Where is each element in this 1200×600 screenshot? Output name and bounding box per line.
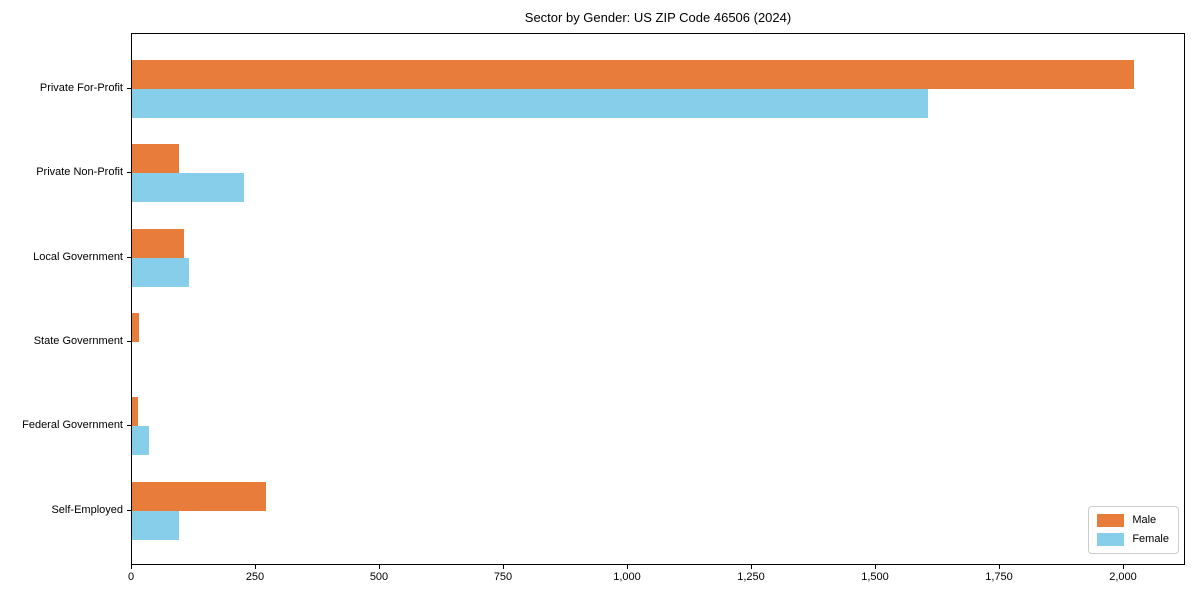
y-tick-mark — [127, 256, 131, 258]
x-axis-tick-label: 1,500 — [861, 571, 889, 583]
y-tick-mark — [127, 509, 131, 511]
y-axis-label: Federal Government — [22, 419, 123, 432]
legend-item-male: Male — [1097, 514, 1169, 527]
x-axis-tick-label: 1,250 — [737, 571, 765, 583]
bar-male-5 — [132, 397, 138, 427]
x-tick-mark — [131, 565, 132, 569]
chart-title: Sector by Gender: US ZIP Code 46506 (202… — [524, 10, 792, 25]
x-axis-tick-label: 500 — [369, 571, 389, 583]
x-axis-tick-label: 2,000 — [1109, 571, 1137, 583]
legend: Male Female — [1088, 506, 1179, 554]
bar-female-3 — [132, 257, 189, 287]
bar-male-2 — [132, 144, 179, 174]
y-tick-mark — [127, 340, 131, 342]
bar-male-1 — [132, 60, 1134, 89]
x-tick-mark — [255, 565, 256, 569]
x-axis-tick-label: 1,750 — [985, 571, 1013, 583]
bar-female-2 — [132, 173, 244, 203]
x-axis-tick-label: 250 — [245, 571, 265, 583]
bar-female-5 — [132, 426, 149, 456]
y-axis-label: Self-Employed — [51, 503, 123, 516]
y-tick-mark — [127, 88, 131, 89]
y-tick-mark — [127, 425, 131, 427]
legend-swatch-female-icon — [1097, 533, 1125, 546]
x-axis-tick-label: 0 — [127, 571, 135, 583]
bar-male-4 — [132, 312, 139, 342]
legend-swatch-male-icon — [1097, 514, 1125, 527]
x-tick-mark — [875, 565, 876, 569]
y-axis-label: Local Government — [33, 250, 123, 263]
x-axis-tick-label: 750 — [493, 571, 513, 583]
y-tick-mark — [127, 172, 131, 174]
bar-male-6 — [132, 481, 266, 511]
legend-label-female: Female — [1132, 533, 1169, 545]
y-axis-label: Private Non-Profit — [36, 166, 123, 179]
y-axis-label: Private For-Profit — [39, 82, 123, 94]
x-tick-mark — [1123, 565, 1124, 569]
plot-area: Male Female — [131, 33, 1185, 565]
legend-label-male: Male — [1132, 514, 1157, 526]
x-tick-mark — [379, 565, 380, 569]
legend-item-female: Female — [1097, 533, 1169, 546]
x-tick-mark — [999, 565, 1000, 569]
bar-female-6 — [132, 510, 179, 540]
x-tick-mark — [503, 565, 504, 569]
bar-female-1 — [132, 89, 928, 118]
x-tick-mark — [751, 565, 752, 569]
bar-male-3 — [132, 228, 184, 258]
y-axis-label: State Government — [33, 334, 123, 347]
x-tick-mark — [627, 565, 628, 569]
x-axis-tick-label: 1,000 — [613, 571, 641, 583]
